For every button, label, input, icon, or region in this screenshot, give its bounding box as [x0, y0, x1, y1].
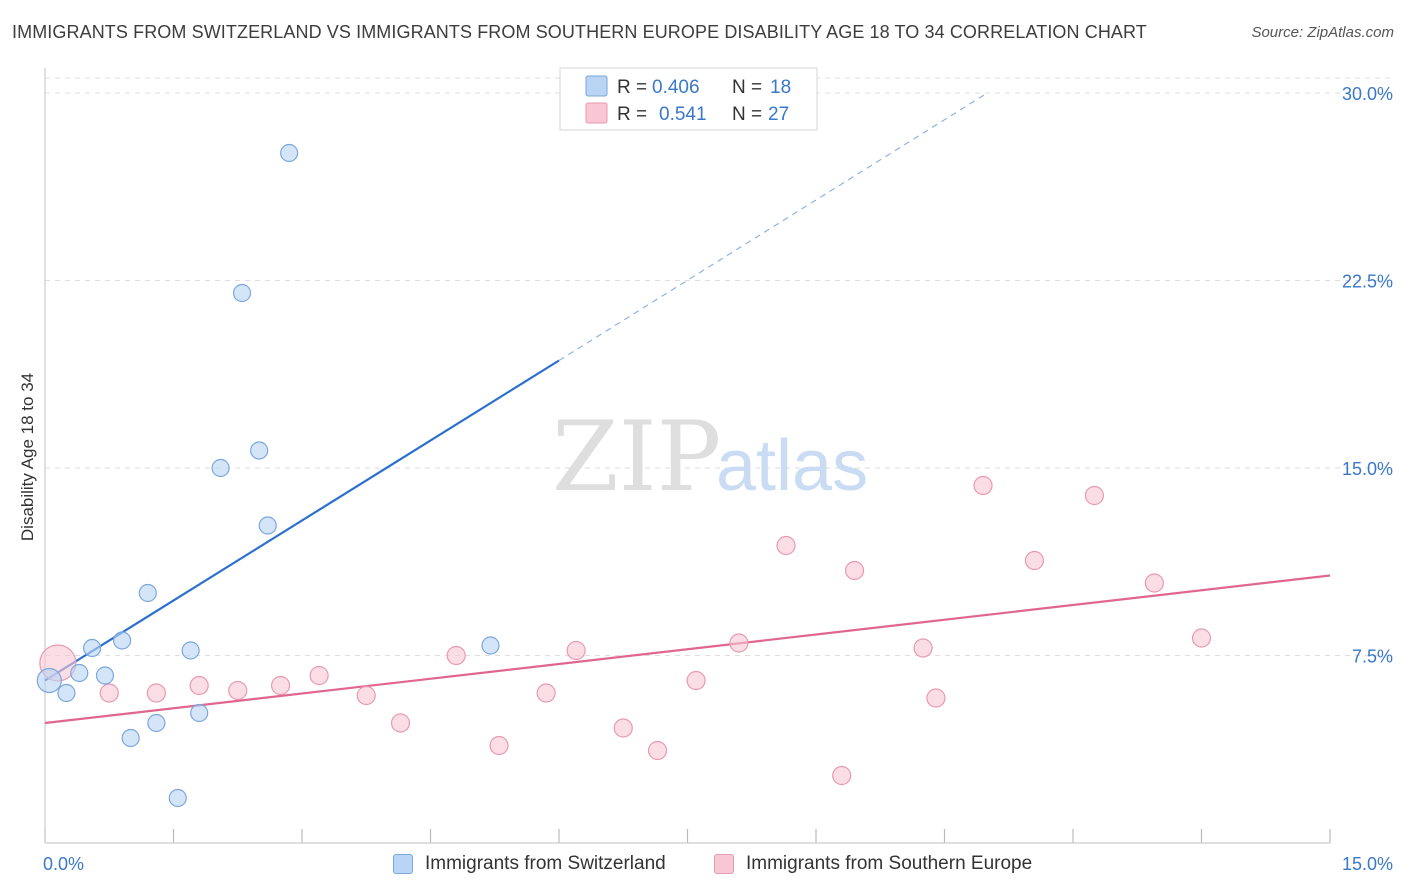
legend-item-switzerland: Immigrants from Switzerland: [393, 852, 666, 876]
point-switzerland: [232, 283, 252, 303]
point-southern-europe: [926, 688, 946, 708]
watermark-zip: ZIP: [552, 401, 721, 513]
trend-line-southern-europe: [44, 574, 1331, 725]
point-southern-europe: [356, 685, 376, 706]
point-southern-europe: [489, 735, 509, 756]
point-southern-europe: [228, 680, 248, 701]
point-southern-europe: [1084, 485, 1105, 506]
point-southern-europe: [913, 638, 933, 658]
point-southern-europe: [729, 633, 749, 653]
legend-label-switzerland: Immigrants from Switzerland: [425, 853, 666, 874]
legend-swatch-switzerland: [585, 75, 608, 97]
axes: [44, 68, 1330, 844]
point-switzerland: [168, 788, 187, 808]
y-tick-label: 22.5%: [1342, 272, 1393, 292]
trend-line-switzerland-extension: [558, 92, 988, 362]
chart-title: IMMIGRANTS FROM SWITZERLAND VS IMMIGRANT…: [12, 22, 1147, 42]
legend-swatch-southern-europe: [585, 102, 608, 124]
point-switzerland: [36, 667, 62, 694]
legend-r-value-1: 0.406: [652, 77, 700, 98]
y-tick-label: 7.5%: [1352, 647, 1393, 667]
data-points: [36, 143, 1212, 808]
point-switzerland: [112, 631, 132, 650]
point-southern-europe: [686, 670, 706, 691]
watermark: ZIP atlas: [552, 401, 868, 513]
trend-line-switzerland: [44, 359, 560, 682]
point-switzerland: [181, 641, 200, 660]
y-tick-label: 30.0%: [1342, 84, 1393, 104]
grid: [44, 77, 1392, 843]
point-southern-europe: [832, 765, 852, 786]
point-switzerland: [190, 703, 209, 723]
legend-r-value-2: 0.541: [659, 104, 707, 125]
legend-n-label-2: N =: [732, 104, 762, 125]
tick-labels: 7.5% 15.0% 22.5% 30.0% 0.0% 15.0%: [43, 84, 1393, 874]
point-southern-europe: [309, 665, 329, 686]
point-southern-europe: [446, 645, 466, 666]
x-tick-label: 0.0%: [43, 854, 84, 874]
legend-label-southern-europe: Immigrants from Southern Europe: [746, 853, 1033, 874]
point-switzerland: [121, 728, 140, 748]
point-switzerland: [280, 143, 299, 163]
legend-r-label-1: R =: [617, 77, 647, 98]
point-southern-europe: [390, 713, 411, 733]
point-switzerland: [258, 516, 277, 535]
point-southern-europe: [99, 683, 119, 703]
point-southern-europe: [973, 475, 993, 496]
point-southern-europe: [844, 560, 865, 581]
point-southern-europe: [146, 683, 166, 703]
source-credit: Source: ZipAtlas.com: [1251, 24, 1394, 41]
point-switzerland: [250, 441, 269, 460]
point-switzerland: [57, 683, 76, 703]
point-southern-europe: [189, 675, 209, 696]
trend-lines: [44, 92, 1331, 725]
point-switzerland: [70, 663, 89, 683]
point-southern-europe: [566, 640, 586, 661]
legend-marker-switzerland: [393, 854, 413, 874]
legend-n-value-1: 18: [770, 77, 791, 98]
legend-item-southern-europe: Immigrants from Southern Europe: [714, 852, 1032, 876]
point-southern-europe: [613, 718, 633, 738]
point-switzerland: [138, 583, 157, 603]
y-tick-label: 15.0%: [1342, 459, 1393, 479]
point-switzerland: [147, 713, 166, 733]
x-tick-label: 15.0%: [1342, 854, 1393, 874]
point-southern-europe: [776, 535, 796, 556]
point-southern-europe: [647, 740, 668, 761]
legend-marker-southern-europe: [714, 854, 734, 874]
point-southern-europe: [270, 675, 291, 696]
legend-n-label-1: N =: [732, 77, 762, 98]
point-southern-europe: [1144, 573, 1164, 593]
point-southern-europe: [1024, 550, 1045, 571]
legend-n-value-2: 27: [768, 104, 789, 125]
point-switzerland: [95, 666, 115, 685]
point-switzerland: [481, 636, 500, 655]
legend-r-label-2: R =: [617, 104, 647, 125]
point-southern-europe: [536, 683, 556, 703]
watermark-atlas: atlas: [716, 426, 868, 506]
point-switzerland: [83, 638, 102, 658]
point-southern-europe: [1191, 628, 1212, 648]
stats-legend: R = 0.406 N = 18 R = 0.541 N = 27: [559, 67, 818, 131]
point-switzerland: [211, 458, 230, 478]
